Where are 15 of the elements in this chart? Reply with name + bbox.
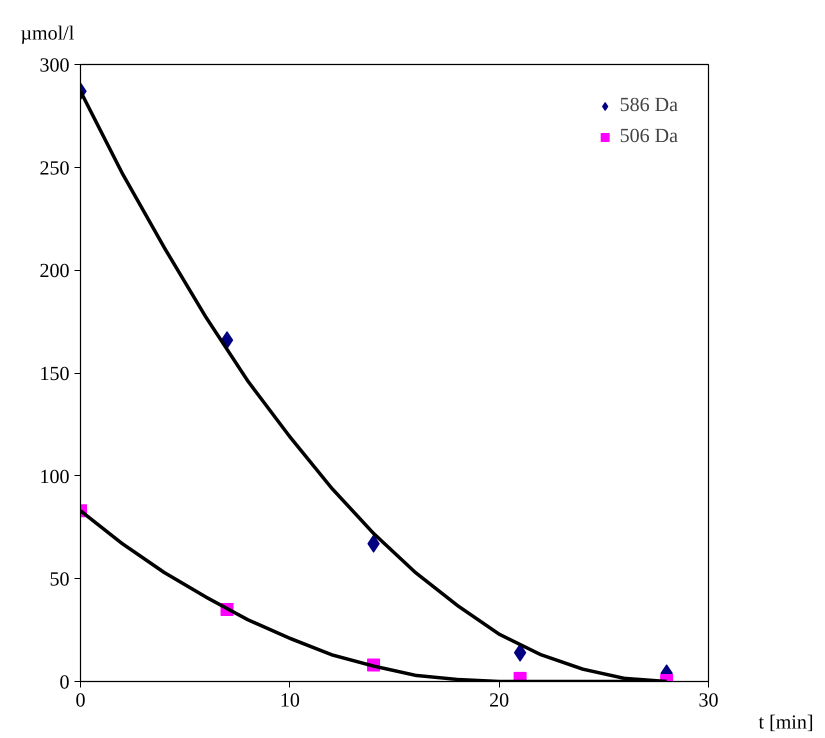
x-axis-title: t [min] <box>758 712 814 734</box>
y-axis-title: µmol/l <box>20 22 75 44</box>
y-tick-label: 300 <box>40 54 70 76</box>
y-tick-label: 250 <box>40 157 70 180</box>
legend-label: 506 Da <box>620 125 678 148</box>
y-tick-label: 0 <box>60 672 70 694</box>
y-tick-label: 50 <box>50 568 70 591</box>
x-tick-label: 10 <box>280 690 300 712</box>
x-tick-label: 20 <box>489 690 510 712</box>
x-tick-label: 30 <box>698 690 718 712</box>
y-tick-label: 150 <box>40 363 70 385</box>
legend-label: 586 Da <box>620 94 678 117</box>
y-tick-label: 200 <box>40 260 70 282</box>
y-tick-label: 100 <box>40 466 70 488</box>
x-tick-label: 0 <box>76 690 86 712</box>
